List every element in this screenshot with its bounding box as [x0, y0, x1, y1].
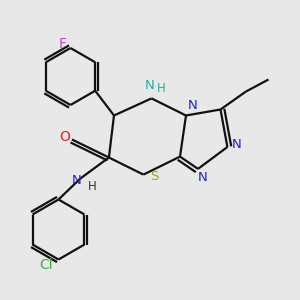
Text: Cl: Cl	[40, 258, 53, 272]
Text: N: N	[72, 174, 82, 188]
Text: S: S	[151, 169, 159, 183]
Text: H: H	[88, 179, 97, 193]
Text: F: F	[59, 38, 67, 51]
Text: N: N	[232, 137, 241, 151]
Text: N: N	[198, 171, 207, 184]
Text: H: H	[157, 82, 166, 95]
Text: N: N	[145, 79, 155, 92]
Text: N: N	[188, 99, 197, 112]
Text: O: O	[59, 130, 70, 144]
